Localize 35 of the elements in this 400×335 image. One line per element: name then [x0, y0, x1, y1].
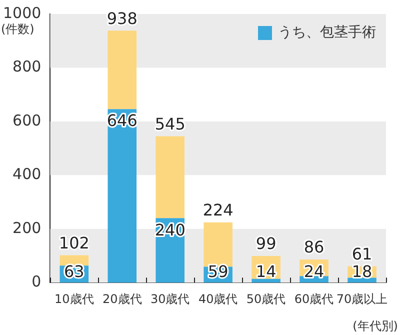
total-label: 86 — [304, 238, 324, 257]
x-tick-label: 60歳代 — [294, 292, 334, 306]
x-tick-label: 70歳以上 — [336, 292, 388, 306]
y-tick-label: 800 — [12, 58, 42, 76]
total-label: 224 — [202, 200, 234, 220]
bar — [108, 30, 137, 110]
total-label: 102 — [58, 233, 90, 252]
data-label: 59 — [208, 262, 228, 281]
x-tick-label: 10歳代 — [54, 292, 94, 306]
data-label: 24 — [304, 262, 324, 281]
legend-label: うち、包茎手術 — [278, 24, 376, 41]
data-label: 63 — [64, 262, 84, 281]
bar — [252, 278, 280, 283]
bar — [204, 222, 232, 267]
data-label: 18 — [352, 262, 372, 281]
x-tick-label: 50歳代 — [246, 292, 286, 306]
total-label: 99 — [256, 234, 276, 254]
x-tick-label: 30歳代 — [150, 292, 190, 306]
x-tick-label: 40歳代 — [198, 292, 238, 306]
y-tick-label: 400 — [12, 165, 42, 184]
x-tick-label: 20歳代 — [102, 292, 142, 306]
data-label: 240 — [154, 220, 186, 240]
y-tick-label: 0 — [32, 272, 42, 290]
data-label: 646 — [106, 111, 138, 130]
y-tick-label: 1000 — [2, 4, 42, 22]
total-label: 61 — [352, 244, 372, 264]
total-label: 545 — [154, 114, 186, 134]
total-label: 938 — [106, 8, 138, 28]
data-label: 14 — [256, 262, 276, 281]
bar — [156, 136, 185, 218]
bar — [108, 109, 137, 283]
x-axis-title: (年代別) — [352, 319, 398, 334]
y-tick-label: 600 — [12, 111, 42, 130]
y-axis-title: (件数) — [1, 22, 34, 36]
y-tick-label: 200 — [12, 218, 42, 237]
